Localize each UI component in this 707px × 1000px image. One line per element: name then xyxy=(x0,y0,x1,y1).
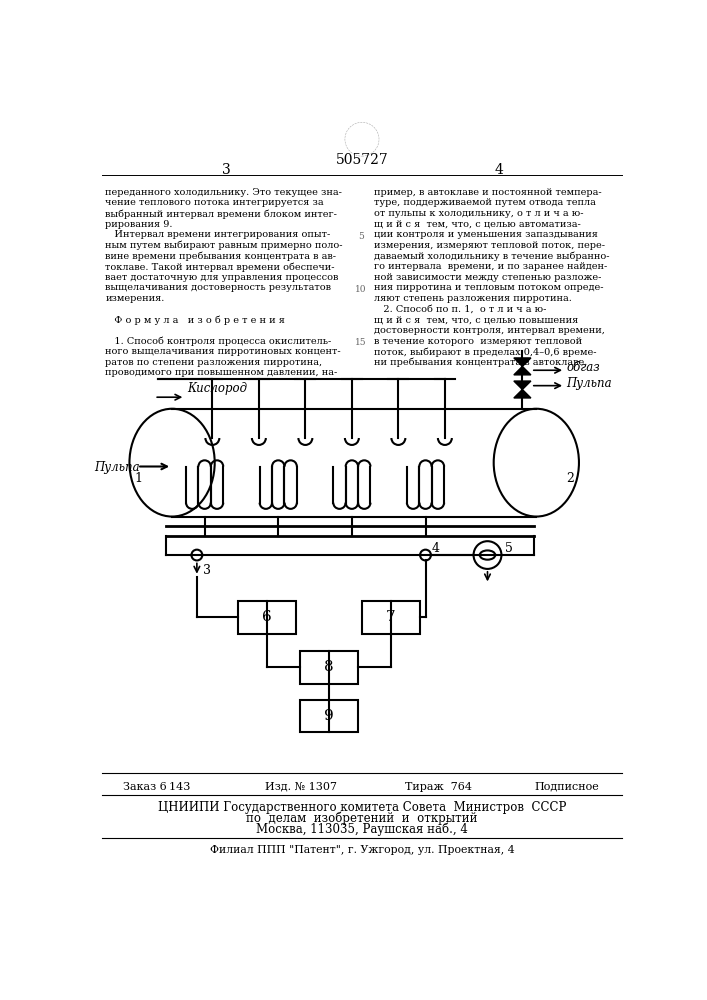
Text: 3: 3 xyxy=(222,163,230,177)
Polygon shape xyxy=(514,389,531,398)
Bar xyxy=(300,651,358,684)
Text: пример, в автоклаве и постоянной темпера-: пример, в автоклаве и постоянной темпера… xyxy=(373,188,601,197)
Text: 5: 5 xyxy=(505,542,513,555)
Text: измерения.: измерения. xyxy=(105,294,165,303)
Text: даваемый холодильнику в течение выбранно-: даваемый холодильнику в течение выбранно… xyxy=(373,252,609,261)
Text: выбранный интервал времени блоком интег-: выбранный интервал времени блоком интег- xyxy=(105,209,337,219)
Text: ции контроля и уменьшения запаздывания: ции контроля и уменьшения запаздывания xyxy=(373,230,597,239)
Text: Изд. № 1307: Изд. № 1307 xyxy=(265,782,337,792)
Text: чение теплового потока интегрируется за: чение теплового потока интегрируется за xyxy=(105,198,324,207)
Text: го интервала  времени, и по заранее найден-: го интервала времени, и по заранее найде… xyxy=(373,262,607,271)
Text: выщелачивания достоверность результатов: выщелачивания достоверность результатов xyxy=(105,283,332,292)
Text: достоверности контроля, интервал времени,: достоверности контроля, интервал времени… xyxy=(373,326,604,335)
Bar xyxy=(238,601,296,634)
Text: Пульпа: Пульпа xyxy=(95,461,140,474)
Text: Ф о р м у л а   и з о б р е т е н и я: Ф о р м у л а и з о б р е т е н и я xyxy=(105,315,286,325)
Text: поток, выбирают в пределах 0,4–0,6 време-: поток, выбирают в пределах 0,4–0,6 време… xyxy=(373,347,596,357)
Text: 7: 7 xyxy=(386,610,395,624)
Text: 15: 15 xyxy=(356,338,367,347)
Text: щ и й с я  тем, что, с целью автоматиза-: щ и й с я тем, что, с целью автоматиза- xyxy=(373,220,580,229)
Polygon shape xyxy=(514,358,531,366)
Text: от пульпы к холодильнику, о т л и ч а ю-: от пульпы к холодильнику, о т л и ч а ю- xyxy=(373,209,583,218)
Text: обгаз: обгаз xyxy=(566,361,600,374)
Text: 8: 8 xyxy=(324,660,334,674)
Text: ного выщелачивания пирротиновых концент-: ного выщелачивания пирротиновых концент- xyxy=(105,347,341,356)
Text: вине времени пребывания концентрата в ав-: вине времени пребывания концентрата в ав… xyxy=(105,252,337,261)
Text: по  делам  изобретений  и  открытий: по делам изобретений и открытий xyxy=(246,812,478,825)
Text: Подписное: Подписное xyxy=(534,782,599,792)
Text: 5: 5 xyxy=(358,232,364,241)
Text: 9: 9 xyxy=(324,709,334,723)
Text: токлаве. Такой интервал времени обеспечи-: токлаве. Такой интервал времени обеспечи… xyxy=(105,262,335,272)
Text: Заказ 6 143: Заказ 6 143 xyxy=(123,782,191,792)
Text: Тираж  764: Тираж 764 xyxy=(404,782,472,792)
Bar xyxy=(300,700,358,732)
Text: щ и й с я  тем, что, с целью повышения: щ и й с я тем, что, с целью повышения xyxy=(373,315,578,324)
Text: 2. Способ по п. 1,  о т л и ч а ю-: 2. Способ по п. 1, о т л и ч а ю- xyxy=(373,305,546,314)
Text: измерения, измеряют тепловой поток, пере-: измерения, измеряют тепловой поток, пере… xyxy=(373,241,604,250)
Text: вает достаточную для управления процессов: вает достаточную для управления процессо… xyxy=(105,273,339,282)
Text: 4: 4 xyxy=(495,163,503,177)
Text: 3: 3 xyxy=(203,564,211,577)
Text: 10: 10 xyxy=(356,285,367,294)
Bar xyxy=(361,601,420,634)
Text: ным путем выбирают равным примерно поло-: ным путем выбирают равным примерно поло- xyxy=(105,241,343,250)
Text: переданного холодильнику. Это текущее зна-: переданного холодильнику. Это текущее зн… xyxy=(105,188,342,197)
Text: Москва, 113035, Раушская наб., 4: Москва, 113035, Раушская наб., 4 xyxy=(256,822,468,836)
Text: 4: 4 xyxy=(432,542,440,555)
Text: туре, поддерживаемой путем отвода тепла: туре, поддерживаемой путем отвода тепла xyxy=(373,198,595,207)
Polygon shape xyxy=(514,381,531,389)
Text: ния пирротина и тепловым потоком опреде-: ния пирротина и тепловым потоком опреде- xyxy=(373,283,603,292)
Text: в течение которого  измеряют тепловой: в течение которого измеряют тепловой xyxy=(373,337,582,346)
Text: Интервал времени интегрирования опыт-: Интервал времени интегрирования опыт- xyxy=(105,230,331,239)
Text: 1: 1 xyxy=(135,472,143,485)
Polygon shape xyxy=(514,366,531,375)
Text: ляют степень разложения пирротина.: ляют степень разложения пирротина. xyxy=(373,294,571,303)
Text: проводимого при повышенном давлении, на-: проводимого при повышенном давлении, на- xyxy=(105,368,338,377)
Text: ратов по степени разложения пирротина,: ратов по степени разложения пирротина, xyxy=(105,358,322,367)
Text: ни пребывания концентрата в автоклаве.: ни пребывания концентрата в автоклаве. xyxy=(373,358,587,367)
Text: 505727: 505727 xyxy=(336,153,388,167)
Text: 6: 6 xyxy=(262,610,271,624)
Text: 2: 2 xyxy=(566,472,573,485)
Text: ной зависимости между степенью разложе-: ной зависимости между степенью разложе- xyxy=(373,273,601,282)
Text: Кислород: Кислород xyxy=(187,382,247,395)
Text: 1. Способ контроля процесса окислитель-: 1. Способ контроля процесса окислитель- xyxy=(105,337,332,346)
Text: Пульпа: Пульпа xyxy=(566,376,612,389)
Text: ЦНИИПИ Государственного комитета Совета  Министров  СССР: ЦНИИПИ Государственного комитета Совета … xyxy=(158,801,566,814)
Text: Филиал ППП "Патент", г. Ужгород, ул. Проектная, 4: Филиал ППП "Патент", г. Ужгород, ул. Про… xyxy=(210,845,514,855)
Text: рирования 9.: рирования 9. xyxy=(105,220,173,229)
